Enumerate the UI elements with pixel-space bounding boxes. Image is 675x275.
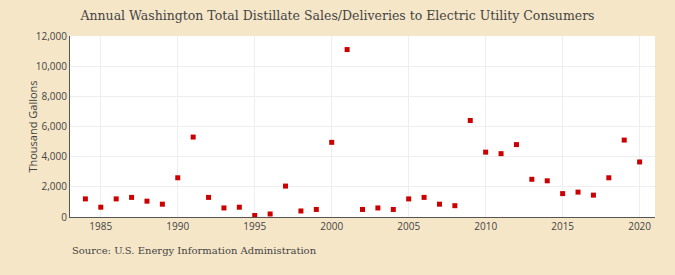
svg-text:4,000: 4,000	[42, 149, 68, 163]
svg-text:12,000: 12,000	[36, 29, 67, 43]
svg-text:2020: 2020	[628, 219, 651, 233]
svg-text:Thousand Gallons: Thousand Gallons	[25, 80, 40, 172]
svg-text:8,000: 8,000	[42, 89, 68, 103]
svg-text:Source: U.S. Energy Informatio: Source: U.S. Energy Information Administ…	[72, 245, 317, 256]
svg-text:1990: 1990	[166, 219, 189, 233]
svg-text:2005: 2005	[397, 219, 420, 233]
svg-text:2,000: 2,000	[42, 179, 68, 193]
svg-text:2000: 2000	[320, 219, 343, 233]
svg-text:2010: 2010	[474, 219, 497, 233]
svg-text:Annual Washington Total Distil: Annual Washington Total Distillate Sales…	[79, 8, 594, 23]
svg-text:10,000: 10,000	[36, 59, 67, 73]
svg-text:0: 0	[61, 210, 67, 224]
svg-text:1985: 1985	[89, 219, 112, 233]
svg-text:2015: 2015	[551, 219, 574, 233]
svg-text:1995: 1995	[243, 219, 266, 233]
svg-text:6,000: 6,000	[42, 119, 68, 133]
